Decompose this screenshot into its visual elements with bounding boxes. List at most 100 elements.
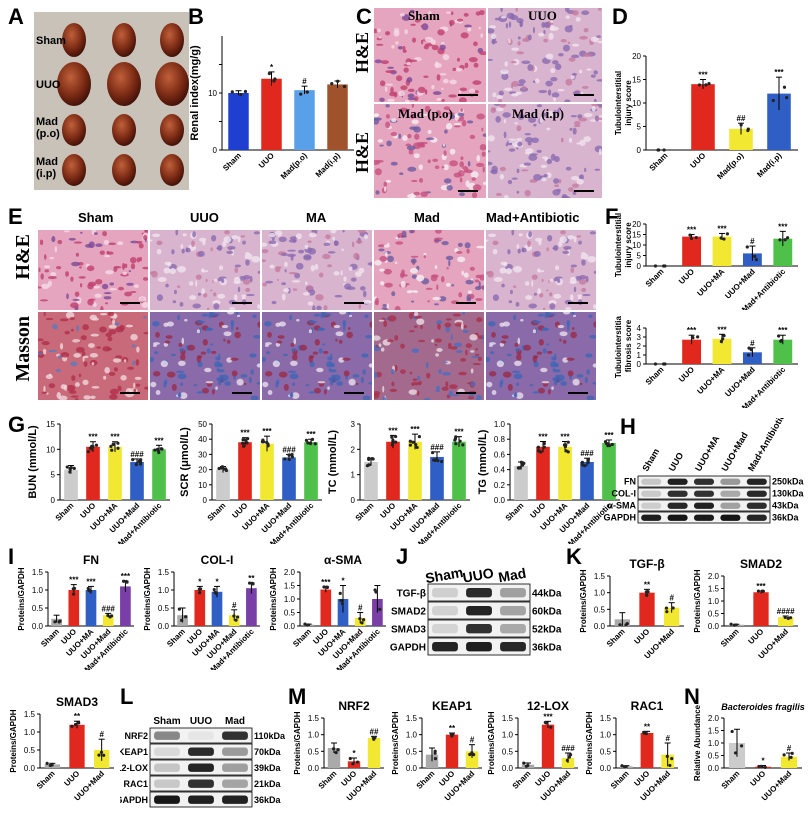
x-tick-label: Mad(p.o) [279,151,309,181]
data-point [753,254,757,259]
tissue-texture [150,312,260,400]
blot-band-label: TGF-β [397,589,426,600]
data-point [367,457,371,461]
data-point [451,732,455,736]
blot-kda-label: 110kDa [254,731,286,741]
y-tick-label: 0.5 [594,605,606,614]
data-point [283,457,287,461]
x-tick-label: Sham [415,769,437,791]
y-tick-label: 0 [203,496,208,505]
data-point [184,615,188,619]
x-tick-label: UUO+MA [695,267,726,298]
data-point [653,264,658,268]
data-point [779,338,784,343]
histology-image [488,104,602,198]
y-tick-label: 1.0 [24,728,36,737]
data-point [371,457,375,461]
y-axis-label: Proteins/GAPDH [693,569,702,632]
data-point [97,753,101,757]
bar [445,734,459,768]
significance-mark: # [750,237,755,246]
data-point [665,754,669,758]
data-point [580,460,584,464]
y-tick-label: 0 [351,496,356,505]
y-axis-label: Renal index(mg/g) [189,45,201,141]
y-tick-label: 1.0 [284,595,296,604]
bar [682,236,702,266]
data-point [729,622,733,626]
data-point [367,463,371,467]
y-tick-label: 0.5 [284,609,296,618]
y-axis-label: Proteins/GAPDH [585,711,594,774]
stain-label-he: H&E [352,32,372,74]
panel-letter-l: L [120,684,134,709]
tissue-texture [374,312,484,400]
blot-band [222,731,248,740]
blot-kda-label: 36kDa [254,795,282,805]
blot-kda-label: 36kDa [532,643,562,654]
significance-mark: ## [737,114,746,123]
data-point [57,620,61,624]
bar [260,443,274,500]
x-tick-label: UUO [78,501,97,520]
data-point [771,98,775,103]
bar [536,446,550,500]
bar [194,590,206,626]
data-point [778,238,782,242]
data-point [739,123,743,127]
y-axis-label: Proteins/GAPDH [293,711,302,774]
data-point [309,441,313,445]
blot-kda-label: 21kDa [254,779,282,789]
chart-g4: TG (mmol/L) 0.0 0.2 0.4 0.6 0.8 1.0 Sham *** UUO *… [477,420,620,544]
photo-row-label: (p.o) [36,128,60,140]
y-axis-label: Tubulointerstitialinjury score [614,213,633,277]
y-tick-label: 5 [637,123,642,132]
panel-letter-j: J [396,544,409,569]
data-point [362,618,366,622]
y-tick-label: 5 [637,252,642,261]
data-point [153,448,157,452]
significance-mark: *** [687,326,697,335]
data-point [94,443,99,447]
significance-mark: *** [454,428,464,437]
significance-mark: ### [282,445,296,454]
bar [773,339,793,364]
data-point [539,450,543,454]
blot-band [746,478,767,485]
chart-n: Bacteroides fragilis Relative Abundance 0.… [693,702,805,803]
data-point [313,442,317,446]
blot-band-label: COL-I [612,488,637,498]
data-point [131,458,135,462]
data-point [644,731,648,736]
blot-band-label: RAC1 [123,779,148,789]
y-tick-label: 0.5 [502,747,514,756]
y-tick-label: 0.0 [284,622,296,631]
data-point [110,614,114,618]
x-tick-label: Mad(p.o) [715,151,745,181]
scale-bar [458,94,478,96]
tissue-texture [262,312,372,400]
y-tick-label: 20 [198,466,207,475]
data-point [139,458,143,462]
bar [282,457,296,500]
data-point [788,616,793,620]
data-point [704,83,708,87]
y-tick-label: 0.0 [406,764,418,773]
significance-mark: *** [240,429,250,438]
data-point [68,466,72,471]
data-point [355,760,360,764]
data-point [373,735,377,740]
data-point [664,606,669,610]
significance-mark: ** [644,580,651,589]
blot-lane-label: UUO [461,564,495,585]
histology-image [262,230,372,310]
data-point [665,610,669,614]
bar [780,756,798,768]
bar [246,588,257,626]
data-point [261,440,266,444]
blot-band [667,514,688,521]
data-point [68,470,72,474]
